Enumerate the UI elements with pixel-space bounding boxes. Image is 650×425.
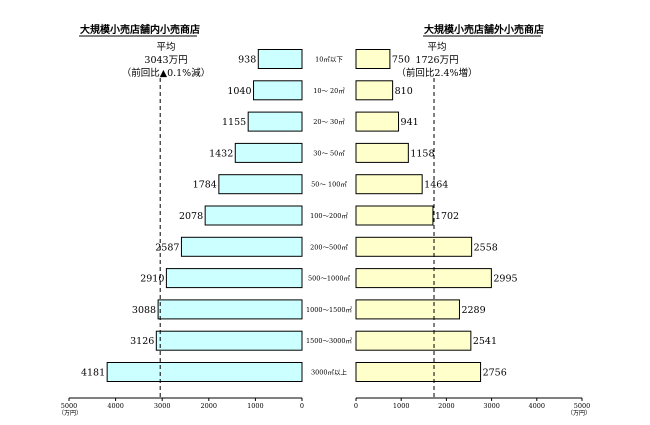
left-bar bbox=[157, 299, 303, 320]
category-label: 500～1000㎡ bbox=[308, 274, 350, 283]
category-label: 50～ 100㎡ bbox=[311, 180, 347, 189]
category-label: 30～ 50㎡ bbox=[313, 148, 345, 157]
right-bar bbox=[355, 362, 482, 382]
right-bar bbox=[355, 205, 434, 226]
category-label: 200～500㎡ bbox=[310, 242, 348, 251]
left-x-tick-label: 3000 bbox=[154, 402, 171, 410]
left-bar bbox=[218, 174, 303, 195]
right-axis-unit: （万円） bbox=[567, 410, 591, 417]
category-label: 1500～3000㎡ bbox=[306, 336, 353, 345]
left-bar bbox=[204, 205, 303, 226]
left-axis-unit: （万円） bbox=[58, 410, 82, 417]
left-average-change: （前回比▲0.1%減） bbox=[122, 67, 210, 79]
right-bar-value-label: 2541 bbox=[473, 336, 497, 347]
right-bar bbox=[355, 299, 460, 320]
category-labels-group: 10㎡以下 10～ 20㎡ 20～ 30㎡ 30～ 50㎡ 50～ 100㎡ 100～20… bbox=[306, 55, 353, 377]
left-x-tick-label: 5000 bbox=[61, 402, 78, 410]
category-label: 10㎡以下 bbox=[315, 55, 343, 64]
left-bar-value-label: 2587 bbox=[155, 242, 179, 253]
right-bar bbox=[355, 111, 400, 132]
left-bar bbox=[234, 142, 303, 163]
left-bar-value-label: 1784 bbox=[193, 180, 217, 191]
right-bar bbox=[355, 330, 472, 351]
right-bar bbox=[355, 268, 492, 289]
left-x-tick-label: 1000 bbox=[247, 402, 264, 410]
right-bar bbox=[355, 142, 409, 163]
left-bar-value-label: 2078 bbox=[179, 211, 203, 222]
left-bar bbox=[253, 80, 303, 101]
right-x-tick-label: 4000 bbox=[529, 402, 546, 410]
left-bar-value-label: 4181 bbox=[81, 368, 105, 379]
right-chart-title: 大規模小売店舗外小売商店 bbox=[424, 23, 544, 36]
right-bar-value-label: 2289 bbox=[461, 305, 485, 316]
axes-group: 5000 4000 3000 2000 1000 0 0 1000 2000 3000 4000 50… bbox=[61, 78, 591, 410]
left-bar bbox=[165, 268, 303, 289]
left-bar-value-label: 1155 bbox=[222, 117, 246, 128]
right-bar bbox=[355, 236, 473, 257]
right-x-tick-label: 1000 bbox=[393, 402, 410, 410]
left-bar-value-label: 1040 bbox=[227, 86, 251, 97]
category-label: 3000㎡以上 bbox=[311, 368, 348, 377]
right-bar-value-label: 750 bbox=[392, 55, 410, 66]
right-bar bbox=[355, 49, 391, 69]
right-bar bbox=[355, 174, 423, 195]
right-average-label: 平均 bbox=[427, 41, 446, 53]
left-bar-value-label: 1432 bbox=[209, 148, 233, 159]
left-bars-group: 938 1040 1155 1432 1784 2078 2587 2910 3088 3126 4… bbox=[81, 49, 303, 382]
right-average-value: 1726万円 bbox=[415, 55, 458, 66]
right-bar-value-label: 2756 bbox=[483, 368, 507, 379]
left-x-tick-label: 4000 bbox=[107, 402, 124, 410]
left-bar bbox=[155, 330, 303, 351]
right-x-tick-label: 0 bbox=[354, 402, 358, 410]
left-x-tick-label: 0 bbox=[300, 402, 304, 410]
left-bar bbox=[247, 111, 303, 132]
right-bar-value-label: 941 bbox=[401, 117, 419, 128]
left-bar bbox=[180, 236, 303, 257]
left-average-value: 3043万円 bbox=[144, 55, 187, 66]
right-bar bbox=[355, 80, 394, 101]
right-average-change: （前回比2.4%増） bbox=[396, 67, 477, 79]
right-bar-value-label: 2995 bbox=[493, 274, 517, 285]
right-bar-value-label: 1702 bbox=[435, 211, 459, 222]
right-bar-value-label: 2558 bbox=[474, 242, 498, 253]
category-label: 100～200㎡ bbox=[310, 211, 348, 220]
left-bar-value-label: 3088 bbox=[132, 305, 156, 316]
right-x-tick-label: 5000 bbox=[574, 402, 591, 410]
right-bar-value-label: 1464 bbox=[424, 180, 448, 191]
left-bar bbox=[257, 49, 303, 69]
category-label: 1000～1500㎡ bbox=[306, 305, 353, 314]
category-label: 20～ 30㎡ bbox=[313, 117, 345, 126]
right-bar-value-label: 810 bbox=[395, 86, 413, 97]
right-x-tick-label: 3000 bbox=[483, 402, 500, 410]
left-chart-title: 大規模小売店舗内小売商店 bbox=[80, 23, 200, 36]
left-bar-value-label: 938 bbox=[238, 55, 256, 66]
right-bar-value-label: 1158 bbox=[410, 148, 434, 159]
category-label: 10～ 20㎡ bbox=[313, 86, 345, 95]
right-x-tick-label: 2000 bbox=[438, 402, 455, 410]
left-bar bbox=[106, 362, 303, 382]
left-x-tick-label: 2000 bbox=[201, 402, 218, 410]
left-bar-value-label: 2910 bbox=[140, 274, 164, 285]
right-bars-group: 750 810 941 1158 1464 1702 2558 2995 2289 2541 275… bbox=[355, 49, 518, 382]
left-bar-value-label: 3126 bbox=[130, 336, 154, 347]
left-average-label: 平均 bbox=[156, 41, 175, 53]
